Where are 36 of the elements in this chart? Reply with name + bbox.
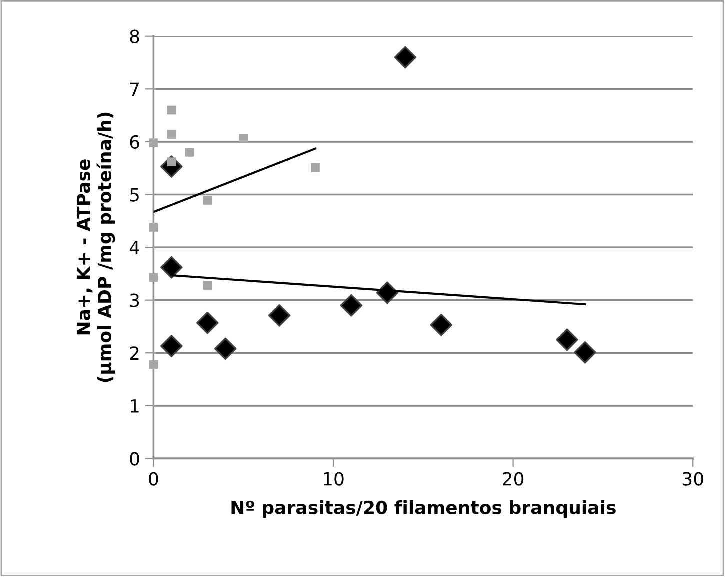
point xyxy=(203,281,212,290)
point xyxy=(149,223,158,232)
point xyxy=(167,130,176,139)
point xyxy=(574,341,596,364)
point xyxy=(556,328,578,352)
point xyxy=(149,360,158,370)
point xyxy=(268,304,291,327)
point xyxy=(340,294,363,317)
point xyxy=(311,163,320,172)
y-axis-title: Na+, K+ - ATPase (µmol ADP /mg proteína/h) xyxy=(76,112,116,382)
y-tick-label: 7 xyxy=(130,82,139,96)
y-tick-label: 3 xyxy=(130,294,140,308)
y-tick-label: 8 xyxy=(130,30,140,44)
point xyxy=(167,106,176,115)
y-tick-label: 1 xyxy=(131,400,139,413)
x-axis-title: Nº parasitas/20 filamentos branquiais xyxy=(232,500,616,518)
x-tick-label: 30 xyxy=(682,472,704,486)
point xyxy=(430,314,453,336)
x-tick-label: 20 xyxy=(503,472,524,486)
point xyxy=(214,338,237,360)
point xyxy=(203,196,212,205)
y-tick-label: 2 xyxy=(130,346,139,360)
point xyxy=(160,335,183,358)
point xyxy=(239,134,248,144)
y-tick-label: 6 xyxy=(130,135,140,150)
x-tick-label: 0 xyxy=(149,472,158,486)
y-tick-label: 4 xyxy=(130,241,140,254)
y-tick-label: 5 xyxy=(130,188,139,202)
x-tick-label: 10 xyxy=(324,472,344,486)
point xyxy=(149,138,158,148)
point xyxy=(394,46,417,69)
point xyxy=(149,273,158,282)
point xyxy=(196,312,219,334)
point xyxy=(160,256,183,279)
y-tick-label: 0 xyxy=(130,452,140,466)
point xyxy=(185,148,194,157)
